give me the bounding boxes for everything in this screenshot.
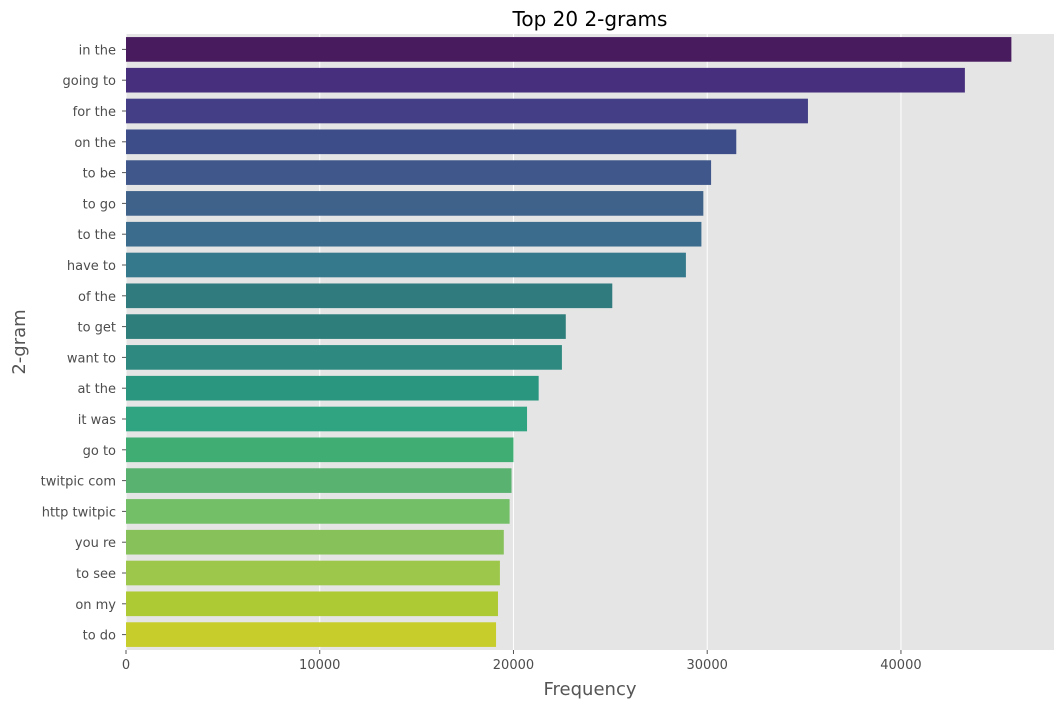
bar: [126, 375, 539, 401]
y-tick-label: of the: [78, 290, 116, 305]
y-tick-label: twitpic com: [41, 475, 116, 490]
bar: [126, 221, 702, 247]
x-tick-label: 10000: [299, 658, 340, 673]
y-tick-label: to the: [77, 228, 116, 243]
y-tick-label: on my: [75, 598, 116, 613]
x-tick-label: 30000: [687, 658, 728, 673]
y-tick-label: to see: [76, 567, 116, 582]
bar: [126, 406, 528, 432]
y-tick-label: you re: [75, 536, 116, 551]
x-tick-labels: 0 10000 20000 30000 40000: [122, 650, 922, 673]
y-tick-label: to go: [83, 197, 116, 212]
bar: [126, 283, 613, 309]
y-axis-label: 2-gram: [9, 309, 30, 374]
y-tick-label: in the: [79, 43, 116, 58]
bar: [126, 622, 497, 647]
bar: [126, 499, 510, 524]
bar: [126, 252, 686, 278]
chart-title: Top 20 2-grams: [512, 7, 668, 31]
bar: [126, 591, 498, 617]
bar: [126, 98, 808, 124]
y-tick-label: http twitpic: [42, 505, 116, 520]
bar: [126, 437, 514, 463]
x-tick-label: 40000: [880, 658, 921, 673]
bars: [126, 37, 1012, 647]
y-tick-labels: in the going to for the on the to be to go to …: [41, 43, 126, 644]
y-tick-label: want to: [67, 351, 116, 366]
bar: [126, 67, 965, 93]
y-tick-label: have to: [67, 259, 116, 274]
y-tick-label: it was: [78, 413, 116, 428]
x-tick-label: 0: [122, 658, 130, 673]
bar: [126, 560, 500, 586]
bar: [126, 345, 562, 370]
bar: [126, 314, 566, 339]
y-tick-label: going to: [63, 74, 117, 89]
y-tick-label: to be: [83, 167, 116, 182]
y-tick-label: at the: [77, 382, 116, 397]
x-axis-label: Frequency: [544, 679, 637, 700]
bar: [126, 129, 737, 155]
bar: [126, 160, 712, 185]
x-tick-label: 20000: [493, 658, 534, 673]
y-tick-label: to do: [83, 629, 116, 644]
bar: [126, 529, 504, 555]
bar: [126, 37, 1012, 62]
bar: [126, 468, 512, 493]
y-tick-label: on the: [74, 136, 116, 151]
y-tick-label: to get: [77, 321, 116, 336]
plot-area: [126, 34, 1054, 650]
y-tick-label: go to: [83, 444, 116, 459]
bar: [126, 191, 704, 216]
y-tick-label: for the: [73, 105, 116, 120]
